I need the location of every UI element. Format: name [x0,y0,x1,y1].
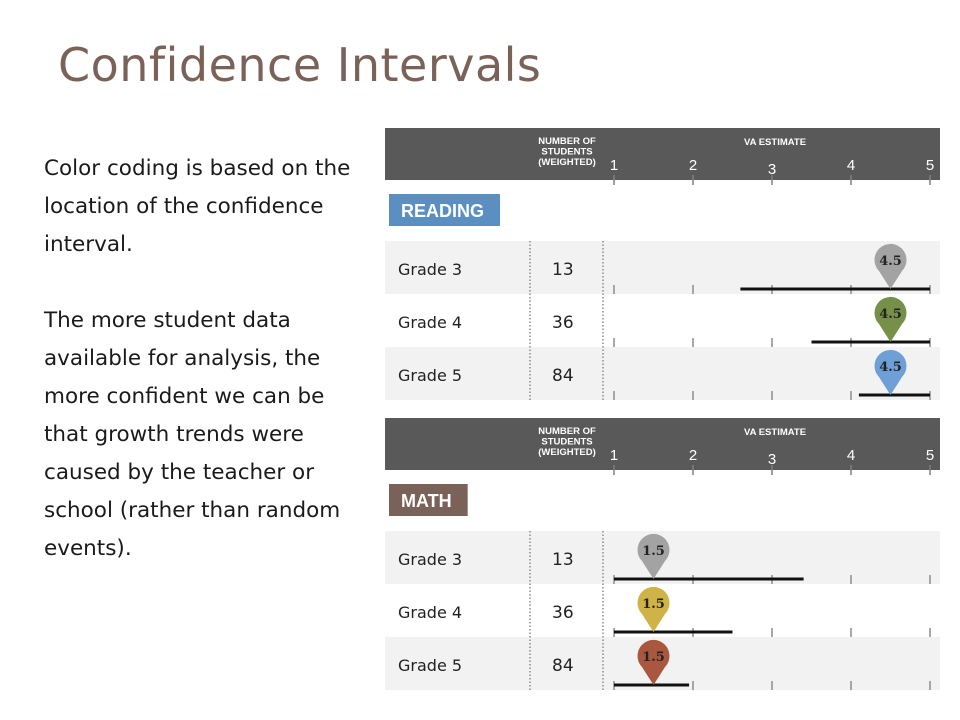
section-tag [389,194,501,226]
math-chart-panel: NUMBER OF STUDENTS (WEIGHTED) VA ESTIMATE 1 2… [385,418,940,698]
axis-tick-label: 1 [610,447,618,464]
va-estimate-header-label: VA ESTIMATE [744,427,806,438]
axis-tick-label: 4 [847,447,855,464]
student-count: 36 [552,313,574,333]
estimate-marker [637,586,670,632]
section-tag [389,484,468,516]
chart-header-bar [385,128,940,180]
students-header-label: NUMBER OF [538,426,596,437]
students-header-label: STUDENTS [541,147,592,158]
axis-tick-label: 4 [847,157,855,174]
row-label: Grade 4 [398,313,462,332]
axis-tick-label: 5 [926,157,934,174]
estimate-marker [637,533,670,579]
estimate-value-label: 4.5 [879,360,902,375]
estimate-marker [874,296,907,342]
chart-header-bar [385,418,940,470]
row-label: Grade 5 [398,656,462,675]
estimate-marker [874,349,907,395]
axis-tick-label: 1 [610,157,618,174]
estimate-marker [637,639,670,685]
student-count: 13 [552,260,574,280]
row-band [385,241,940,294]
axis-tick-label: 3 [768,451,776,468]
section-tag-label: MATH [401,491,452,511]
page-title: Confidence Intervals [58,38,542,92]
student-count: 36 [552,603,574,623]
row-label: Grade 5 [398,366,462,385]
axis-tick-label: 5 [926,447,934,464]
students-header-label: STUDENTS [541,437,592,448]
reading-chart-panel: NUMBER OF STUDENTS (WEIGHTED) VA ESTIMATE 1 2… [385,128,940,408]
students-header-label: NUMBER OF [538,136,596,147]
student-count: 13 [552,550,574,570]
estimate-value-label: 4.5 [879,307,902,322]
section-tag-label: READING [401,201,484,221]
students-header-label: (WEIGHTED) [538,157,596,168]
row-label: Grade 3 [398,260,462,279]
estimate-value-label: 1.5 [642,597,665,612]
body-paragraph-student-data: The more student data available for anal… [44,308,341,561]
students-header-label: (WEIGHTED) [538,447,596,458]
estimate-marker [874,243,907,289]
estimate-value-label: 1.5 [642,544,665,559]
body-paragraph-color-coding: Color coding is based on the location of… [44,156,351,257]
estimate-value-label: 1.5 [642,650,665,665]
row-band [385,347,940,400]
axis-tick-label: 3 [768,161,776,178]
estimate-value-label: 4.5 [879,254,902,269]
student-count: 84 [552,366,574,386]
axis-tick-label: 2 [689,157,697,174]
axis-tick-label: 2 [689,447,697,464]
row-label: Grade 3 [398,550,462,569]
row-label: Grade 4 [398,603,462,622]
student-count: 84 [552,656,574,676]
va-estimate-header-label: VA ESTIMATE [744,137,806,148]
body-text: Color coding is based on the location of… [44,150,364,568]
